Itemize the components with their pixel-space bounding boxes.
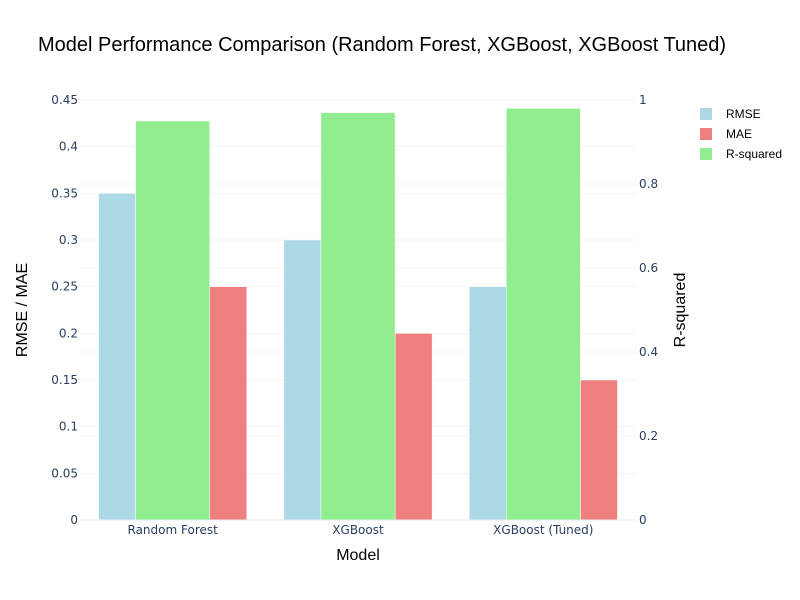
y-tick-label: 0.25 — [51, 280, 78, 294]
y-tick-label: 0.45 — [51, 93, 78, 107]
y2-tick-label: 0.6 — [639, 261, 658, 275]
bars — [98, 108, 618, 521]
bar-r-squared-2[interactable] — [506, 108, 581, 521]
bar-mae-2[interactable] — [580, 379, 618, 521]
x-axis-title: Model — [336, 547, 380, 564]
y-axis-ticks: 0 0.05 0.1 0.15 0.2 0.25 0.3 0.35 0.4 0.45 — [51, 93, 78, 527]
bar-rmse-0[interactable] — [98, 193, 136, 521]
bar-r-squared-0[interactable] — [135, 120, 210, 521]
bar-r-squared-1[interactable] — [320, 112, 396, 521]
bar-mae-1[interactable] — [394, 333, 433, 521]
legend-item-rmse[interactable]: RMSE — [700, 107, 761, 121]
bar-rmse-1[interactable] — [283, 239, 322, 521]
y-tick-label: 0.4 — [59, 140, 78, 154]
x-tick-label: XGBoost — [332, 523, 384, 537]
legend-label: MAE — [726, 127, 752, 141]
y2-tick-label: 0.2 — [639, 429, 658, 443]
legend-label: RMSE — [726, 107, 761, 121]
y2-tick-label: 0.8 — [639, 177, 658, 191]
y-tick-label: 0.3 — [59, 233, 78, 247]
legend-label: R-squared — [726, 147, 782, 161]
y2-tick-label: 0 — [639, 513, 647, 527]
y2-axis-title: R-squared — [672, 273, 689, 348]
bar-mae-0[interactable] — [209, 286, 248, 521]
legend-item-r-squared[interactable]: R-squared — [700, 147, 782, 161]
y-tick-label: 0.05 — [51, 466, 78, 480]
legend[interactable]: RMSE MAE R-squared — [700, 107, 782, 161]
x-tick-label: XGBoost (Tuned) — [493, 523, 593, 537]
y2-tick-label: 1 — [639, 93, 647, 107]
x-tick-label: Random Forest — [128, 523, 219, 537]
y-tick-label: 0 — [70, 513, 78, 527]
chart-title: Model Performance Comparison (Random For… — [38, 34, 726, 56]
y-tick-label: 0.35 — [51, 186, 78, 200]
legend-swatch — [700, 148, 712, 160]
y2-axis-ticks: 0 0.2 0.4 0.6 0.8 1 — [639, 93, 658, 527]
legend-swatch — [700, 108, 712, 120]
legend-item-mae[interactable]: MAE — [700, 127, 752, 141]
y-axis-title: RMSE / MAE — [14, 263, 31, 357]
legend-swatch — [700, 128, 712, 140]
y-tick-label: 0.2 — [59, 326, 78, 340]
bar-rmse-2[interactable] — [468, 286, 507, 521]
x-axis-ticks: Random Forest XGBoost XGBoost (Tuned) — [128, 523, 594, 537]
y-tick-label: 0.15 — [51, 373, 78, 387]
y2-tick-label: 0.4 — [639, 345, 658, 359]
y-tick-label: 0.1 — [59, 420, 78, 434]
